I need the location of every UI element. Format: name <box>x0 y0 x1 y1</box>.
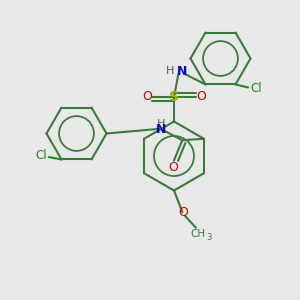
Text: O: O <box>178 206 188 219</box>
Text: 3: 3 <box>206 233 211 242</box>
Text: Cl: Cl <box>35 149 47 162</box>
Text: N: N <box>177 64 187 78</box>
Text: Cl: Cl <box>250 82 262 95</box>
Text: CH: CH <box>191 229 206 239</box>
Text: N: N <box>155 123 166 136</box>
Text: O: O <box>168 161 178 174</box>
Text: O: O <box>196 90 206 104</box>
Text: H: H <box>166 66 174 76</box>
Text: O: O <box>142 90 152 104</box>
Text: S: S <box>169 90 179 104</box>
Text: H: H <box>157 119 165 129</box>
